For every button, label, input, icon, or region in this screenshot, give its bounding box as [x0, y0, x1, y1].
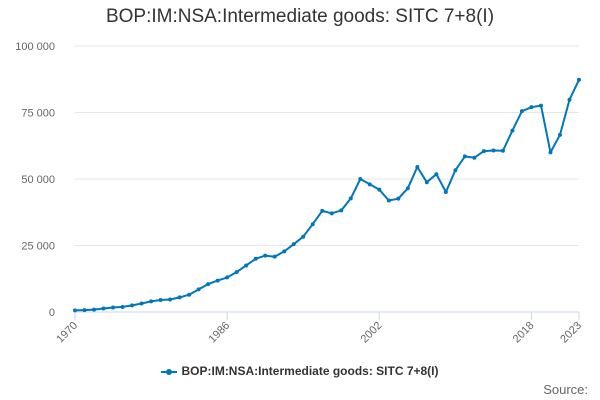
- data-point: [263, 253, 268, 258]
- data-point: [130, 303, 135, 308]
- data-point: [500, 148, 505, 153]
- y-tick-label: 0: [49, 307, 55, 319]
- data-point: [348, 196, 353, 201]
- data-point: [548, 150, 553, 155]
- axes: 0 25 000 50 000 75 000 100 000 1970 1986 2002 20…: [15, 41, 584, 345]
- data-point: [168, 297, 173, 302]
- data-point: [206, 282, 211, 287]
- data-point: [519, 109, 524, 114]
- gridlines: [75, 45, 579, 246]
- data-point: [510, 128, 515, 133]
- data-point: [139, 301, 144, 306]
- data-point: [187, 292, 192, 297]
- legend[interactable]: BOP:IM:NSA:Intermediate goods: SITC 7+8(…: [0, 364, 600, 378]
- data-point: [405, 186, 410, 191]
- data-point: [215, 278, 220, 283]
- data-point: [310, 222, 315, 227]
- data-point: [529, 105, 534, 110]
- data-point: [82, 308, 87, 313]
- data-point: [196, 287, 201, 292]
- y-tick-label: 75 000: [21, 108, 55, 120]
- data-point: [234, 270, 239, 275]
- series-layer: [73, 77, 581, 313]
- source-label: Source:: [543, 382, 588, 397]
- data-point: [73, 308, 77, 313]
- data-point: [177, 295, 182, 300]
- y-tick-label: 100 000: [15, 41, 55, 53]
- x-tick-label: 2002: [359, 320, 385, 346]
- data-point: [253, 256, 258, 261]
- data-point: [329, 211, 334, 216]
- data-point: [396, 196, 401, 201]
- data-point: [301, 234, 306, 239]
- data-point: [453, 168, 458, 173]
- data-point: [225, 275, 230, 280]
- data-point: [339, 208, 344, 213]
- data-point: [443, 190, 448, 195]
- data-point: [244, 263, 249, 268]
- data-point: [111, 305, 116, 310]
- legend-label: BOP:IM:NSA:Intermediate goods: SITC 7+8(…: [181, 364, 439, 378]
- data-point: [557, 132, 562, 137]
- series-line: [74, 78, 580, 312]
- data-point: [491, 148, 496, 153]
- data-point: [101, 306, 106, 311]
- data-point: [386, 198, 391, 203]
- x-tick-label: 2018: [511, 320, 537, 346]
- data-point: [472, 155, 477, 160]
- data-point: [481, 149, 486, 154]
- y-tick-label: 25 000: [21, 241, 55, 253]
- data-point: [577, 77, 581, 82]
- data-point: [567, 97, 572, 102]
- data-point: [272, 254, 277, 259]
- data-point: [424, 180, 429, 185]
- data-point: [120, 304, 125, 309]
- data-point: [377, 187, 382, 192]
- data-point: [282, 249, 287, 254]
- data-point: [149, 299, 154, 304]
- legend-line-marker-icon: [161, 367, 178, 377]
- data-point: [158, 298, 163, 303]
- data-point: [462, 154, 467, 159]
- x-tick-label: 1986: [206, 320, 232, 346]
- data-point: [415, 165, 420, 170]
- data-point: [358, 177, 363, 181]
- data-point: [320, 208, 325, 213]
- data-point: [538, 103, 543, 108]
- data-point: [291, 242, 296, 247]
- chart-title: BOP:IM:NSA:Intermediate goods: SITC 7+8(…: [105, 6, 495, 27]
- y-tick-label: 50 000: [21, 174, 55, 186]
- x-tick-label: 1970: [54, 320, 80, 346]
- data-point: [367, 182, 372, 187]
- x-tick-label: 2023: [558, 320, 584, 346]
- data-point: [434, 172, 439, 177]
- data-point: [92, 307, 97, 312]
